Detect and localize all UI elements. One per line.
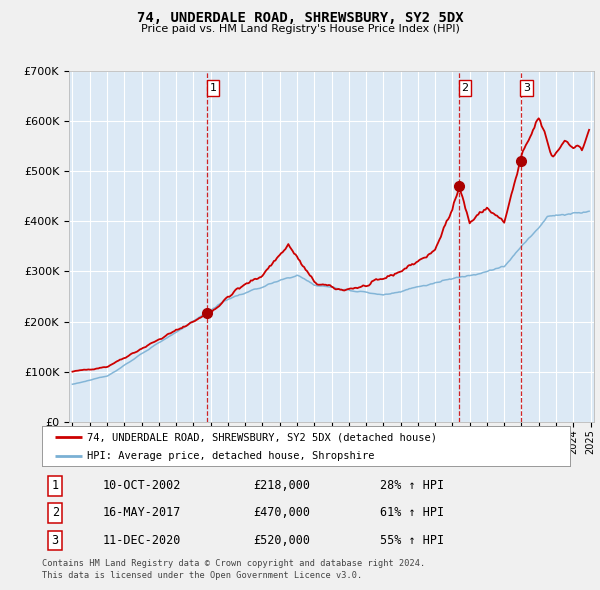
- Text: This data is licensed under the Open Government Licence v3.0.: This data is licensed under the Open Gov…: [42, 571, 362, 580]
- Text: 1: 1: [52, 480, 59, 493]
- Text: 28% ↑ HPI: 28% ↑ HPI: [380, 480, 444, 493]
- Text: 74, UNDERDALE ROAD, SHREWSBURY, SY2 5DX: 74, UNDERDALE ROAD, SHREWSBURY, SY2 5DX: [137, 11, 463, 25]
- Text: 3: 3: [523, 83, 530, 93]
- Text: Price paid vs. HM Land Registry's House Price Index (HPI): Price paid vs. HM Land Registry's House …: [140, 24, 460, 34]
- Text: £470,000: £470,000: [253, 506, 310, 519]
- Text: 1: 1: [209, 83, 217, 93]
- Text: 55% ↑ HPI: 55% ↑ HPI: [380, 534, 444, 547]
- Text: 2: 2: [52, 506, 59, 519]
- Text: HPI: Average price, detached house, Shropshire: HPI: Average price, detached house, Shro…: [87, 451, 374, 461]
- Text: 61% ↑ HPI: 61% ↑ HPI: [380, 506, 444, 519]
- Text: 3: 3: [52, 534, 59, 547]
- Text: 74, UNDERDALE ROAD, SHREWSBURY, SY2 5DX (detached house): 74, UNDERDALE ROAD, SHREWSBURY, SY2 5DX …: [87, 432, 437, 442]
- Text: 11-DEC-2020: 11-DEC-2020: [103, 534, 181, 547]
- Text: Contains HM Land Registry data © Crown copyright and database right 2024.: Contains HM Land Registry data © Crown c…: [42, 559, 425, 568]
- Text: £218,000: £218,000: [253, 480, 310, 493]
- Text: 16-MAY-2017: 16-MAY-2017: [103, 506, 181, 519]
- Text: 2: 2: [461, 83, 469, 93]
- Text: £520,000: £520,000: [253, 534, 310, 547]
- Text: 10-OCT-2002: 10-OCT-2002: [103, 480, 181, 493]
